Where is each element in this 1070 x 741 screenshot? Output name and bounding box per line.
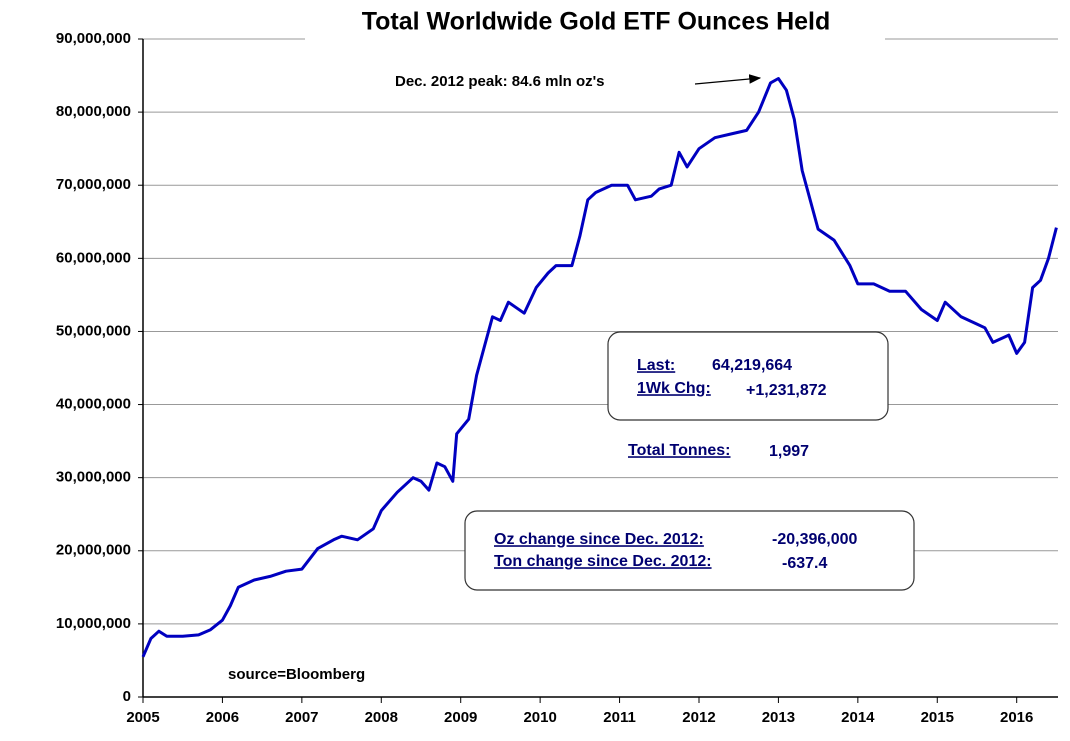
tonnes-label: Total Tonnes:	[628, 442, 731, 459]
x-tick-label: 2014	[841, 709, 875, 726]
x-tick-label: 2013	[762, 709, 795, 726]
x-tick-label: 2006	[206, 709, 239, 726]
last-value: 64,219,664	[712, 357, 792, 374]
y-tick-label: 50,000,000	[56, 322, 131, 339]
y-tick-label: 10,000,000	[56, 615, 131, 632]
x-tick-label: 2009	[444, 709, 477, 726]
y-tick-label: 40,000,000	[56, 396, 131, 413]
plot	[141, 77, 1058, 658]
x-tick-label: 2010	[523, 709, 556, 726]
wk-value: +1,231,872	[746, 382, 827, 399]
source: source=Bloomberg	[228, 666, 365, 683]
y-tick-label: 80,000,000	[56, 103, 131, 120]
y-tick-label: 60,000,000	[56, 249, 131, 266]
x-tick-label: 2012	[682, 709, 715, 726]
tonnes-value: 1,997	[769, 443, 809, 460]
peak-annotation: Dec. 2012 peak: 84.6 mln oz's	[395, 73, 605, 90]
ton-label: Ton change since Dec. 2012:	[494, 553, 712, 570]
info-box	[607, 331, 889, 421]
x-tick-label: 2005	[126, 709, 159, 726]
title-bg	[305, 6, 885, 40]
wk-label: 1Wk Chg:	[637, 380, 711, 397]
x-tick-label: 2011	[603, 709, 636, 726]
y-tick-label: 0	[123, 688, 131, 705]
series-line	[141, 77, 1058, 658]
y-tick-label: 20,000,000	[56, 542, 131, 559]
chart-title: Total Worldwide Gold ETF Ounces Held	[362, 8, 831, 36]
oz-label: Oz change since Dec. 2012:	[494, 531, 704, 548]
last-label: Last:	[637, 357, 675, 374]
x-tick-label: 2016	[1000, 709, 1033, 726]
peak-arrow	[694, 74, 762, 85]
y-tick-label: 70,000,000	[56, 176, 131, 193]
y-tick-label: 90,000,000	[56, 30, 131, 47]
change-box	[464, 510, 915, 591]
ton-value: -637.4	[782, 555, 827, 572]
grid	[143, 38, 1058, 698]
x-tick-label: 2015	[921, 709, 954, 726]
y-tick-label: 30,000,000	[56, 469, 131, 486]
x-tick-label: 2007	[285, 709, 318, 726]
x-tick-label: 2008	[365, 709, 398, 726]
oz-value: -20,396,000	[772, 531, 858, 548]
